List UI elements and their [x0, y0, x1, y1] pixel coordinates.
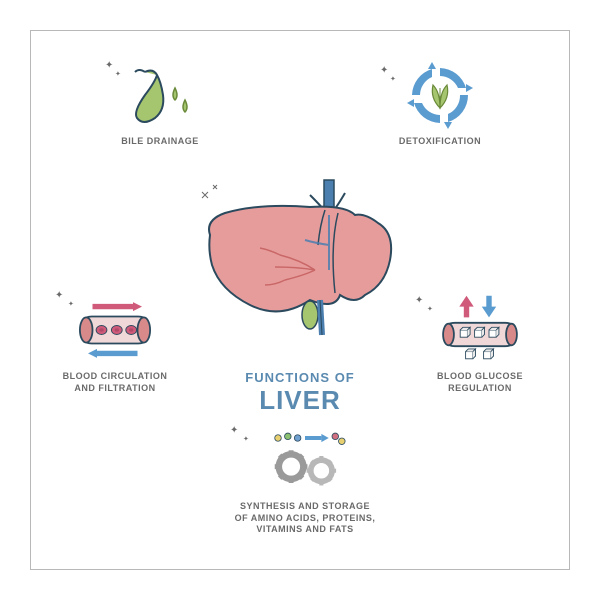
item-detoxification: ✦ ✦ DETOXIFICATION	[380, 60, 500, 148]
glucose-label: BLOOD GLUCOSE REGULATION	[415, 371, 545, 394]
synthesis-label: SYNTHESIS AND STORAGE OF AMINO ACIDS, PR…	[225, 501, 385, 536]
synthesis-icon	[260, 425, 350, 495]
bile-label: BILE DRAINAGE	[100, 136, 220, 148]
circulation-label: BLOOD CIRCULATION AND FILTRATION	[50, 371, 180, 394]
item-blood-glucose: ✦ ✦ BLOOD GLUCOSE REGULATION	[415, 295, 545, 394]
bile-icon	[115, 60, 205, 130]
detox-icon	[395, 60, 485, 130]
title-line2: LIVER	[245, 385, 355, 416]
detox-label: DETOXIFICATION	[380, 136, 500, 148]
item-synthesis: ✦ ✦	[225, 425, 385, 536]
diagram-title: FUNCTIONS OF LIVER	[245, 370, 355, 416]
item-bile-drainage: ✦ ✦ BILE DRAINAGE	[100, 60, 220, 148]
circulation-icon	[70, 295, 160, 365]
liver-illustration	[190, 175, 410, 355]
glucose-icon	[435, 295, 525, 365]
title-line1: FUNCTIONS OF	[245, 370, 355, 385]
item-blood-circulation: ✦ ✦ BLOOD CIRCULATION AND FILTRATION	[50, 295, 180, 394]
